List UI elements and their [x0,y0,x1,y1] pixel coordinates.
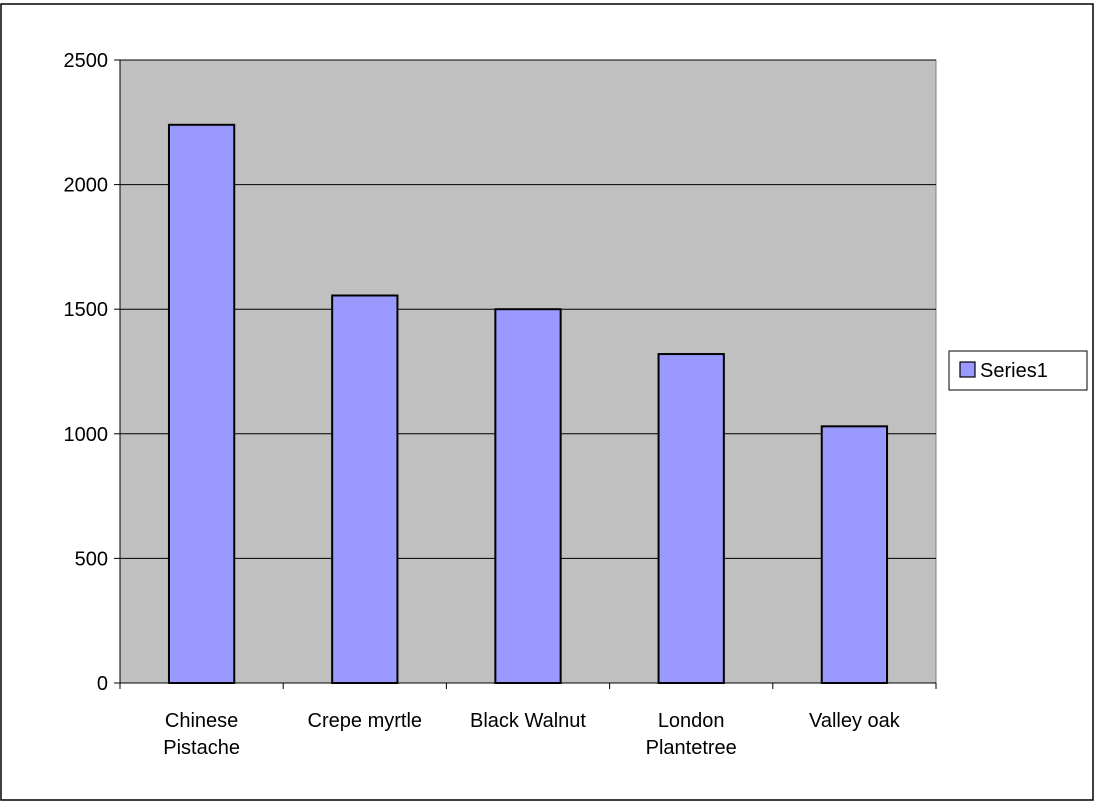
bar-chinese-pistache [167,123,236,685]
legend-label-series1: Series1 [980,360,1048,382]
x-tick-label: Chinese [165,710,238,732]
bar-london-plantetree [657,353,725,684]
y-tick-label: 2000 [64,175,109,197]
x-tick-label: Black Walnut [470,710,586,732]
legend: Series1 [948,350,1088,391]
y-tick-label: 0 [97,673,108,695]
x-tick-label: Valley oak [809,710,901,732]
y-tick-label: 500 [75,548,108,570]
bars [167,123,889,685]
y-tick-label: 1000 [64,424,109,446]
bar-crepe-myrtle [331,294,399,684]
axes: 0 500 1000 1500 2000 2500 Chinese Pistache Crepe… [64,50,937,759]
y-tick-label: 2500 [64,50,109,72]
x-tick-label: Plantetree [646,737,737,759]
y-tick-label: 1500 [64,299,109,321]
bar-black-walnut [494,308,562,684]
x-tick-label: Pistache [163,737,240,759]
x-tick-label: Crepe myrtle [308,710,422,732]
legend-swatch-series1 [959,361,976,378]
bar-valley-oak [820,425,889,684]
x-tick-label: London [658,710,725,732]
